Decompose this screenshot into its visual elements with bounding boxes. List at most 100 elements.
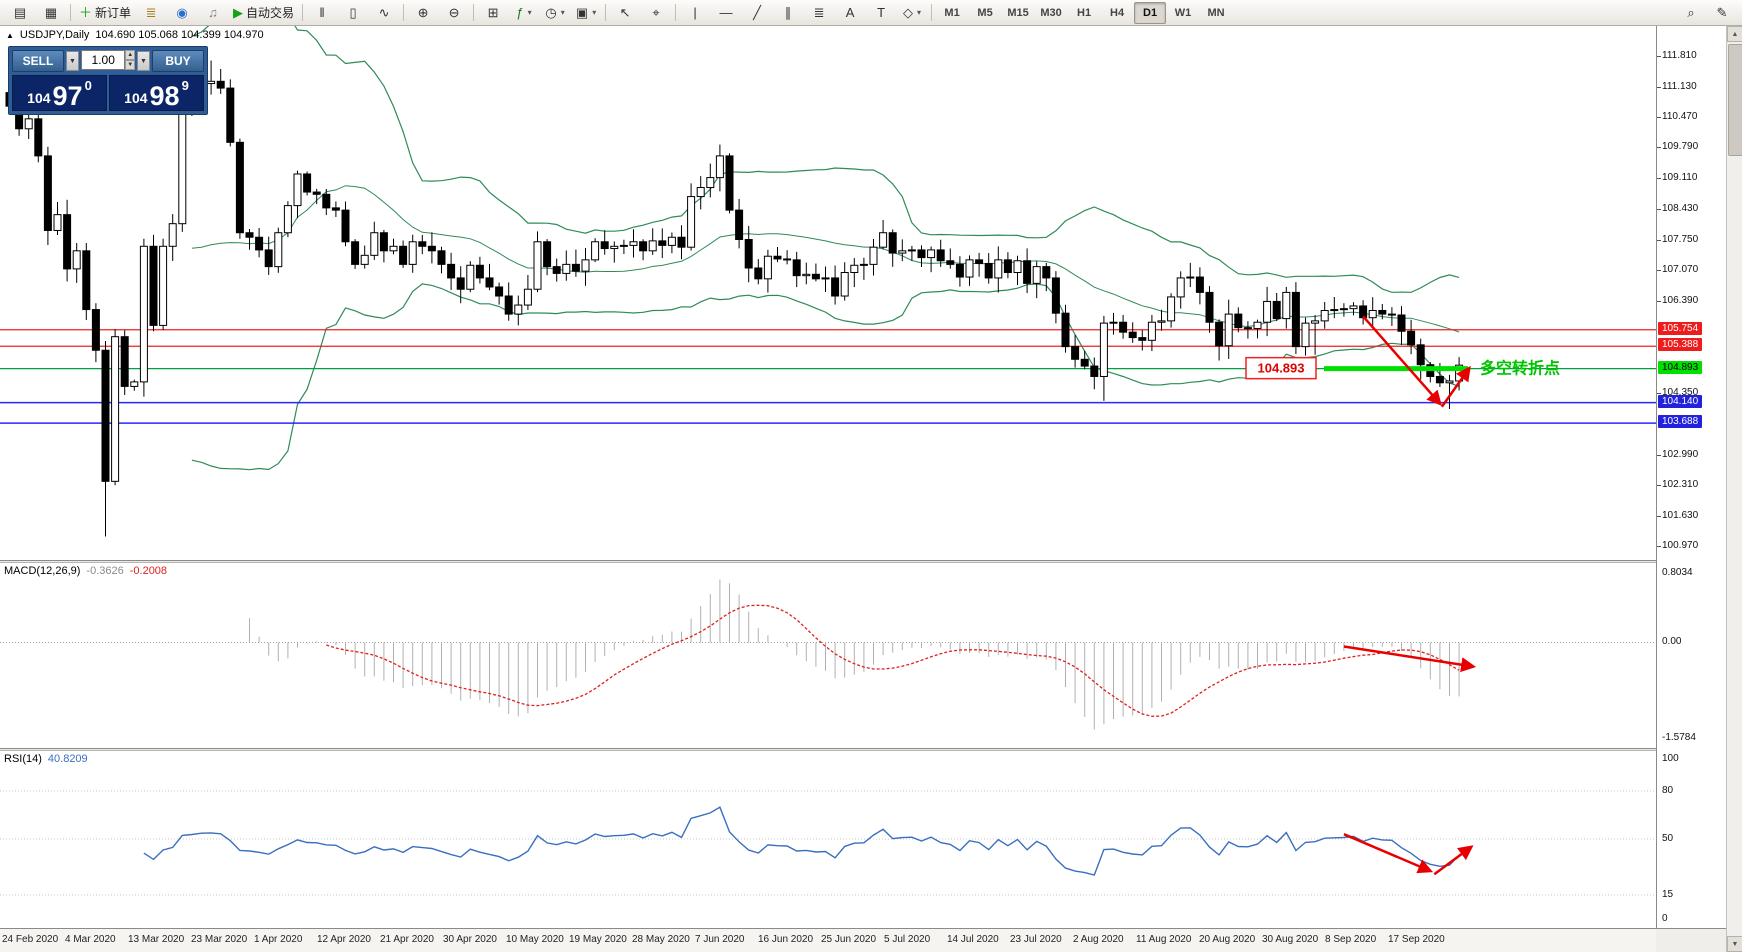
toolbar-separator xyxy=(605,4,607,21)
lot-decrease-button[interactable]: ▼ xyxy=(125,60,135,70)
time-axis[interactable]: 24 Feb 2020 4 Mar 2020 13 Mar 2020 23 Mar 2… xyxy=(0,928,1656,952)
profiles-icon: ▦ xyxy=(44,5,58,20)
price-chart-panel[interactable]: ▲ USDJPY,Daily 104.690 105.068 104.399 1… xyxy=(0,26,1656,560)
new-order-button-label: 新订单 xyxy=(95,6,132,20)
search-icon[interactable]: ⌕ xyxy=(1676,1,1706,25)
macd-signal-line xyxy=(326,604,1460,717)
trendline-icon[interactable]: ╱ xyxy=(742,1,772,25)
tile-windows-icon[interactable]: ⊞ xyxy=(478,1,508,25)
timeframe-H4-button[interactable]: H4 xyxy=(1110,6,1125,19)
profiles-icon[interactable]: ▦ xyxy=(36,1,66,25)
rsi-canvas[interactable] xyxy=(0,751,1656,928)
indicators-icon[interactable]: ƒ ▾ xyxy=(509,1,539,25)
fibonacci-icon: ≣ xyxy=(813,5,825,20)
annotations-layer: 104.893 多空转折点 xyxy=(1245,315,1560,408)
macd-panel[interactable]: MACD(12,26,9) -0.3626 -0.2008 xyxy=(0,563,1656,748)
axis-tick-mark xyxy=(1657,270,1661,271)
price-axis[interactable]: 111.810 111.130 110.470 109.790 109.110 108.4… xyxy=(1656,26,1726,928)
lot-increase-button[interactable]: ▲ xyxy=(125,50,135,60)
timeframe-MN-button[interactable]: MN xyxy=(1207,6,1225,19)
zoom-in-icon[interactable]: ⊕ xyxy=(408,1,438,25)
price-tick: 106.390 xyxy=(1662,295,1699,306)
toolbar: ▤ ▦ ＋新订单 ≣ ◉ ♫ ▶ 自动交易 ‖ ▯ ∿ ⊕ ⊖ ⊞ ƒ ▾ ◷ ▾ ▣ ▾ ↖ ⌖ | — ╱ ∥ ≣ A T ◇ ▾ M1 M… xyxy=(0,0,1742,26)
mql5-icon[interactable]: ◉ xyxy=(167,1,197,25)
zoom-in-icon: ⊕ xyxy=(417,5,429,20)
sell-button[interactable]: SELL xyxy=(12,50,64,72)
axis-tick-mark xyxy=(1657,87,1661,88)
buy-options-dropdown[interactable]: ▼ xyxy=(137,51,150,71)
buy-button[interactable]: BUY xyxy=(152,50,204,72)
lot-size-input[interactable] xyxy=(81,50,126,70)
cursor-icon[interactable]: ↖ xyxy=(610,1,640,25)
macd-canvas[interactable] xyxy=(0,563,1656,748)
candlestick-icon[interactable]: ▯ xyxy=(338,1,368,25)
text-icon[interactable]: A xyxy=(835,1,865,25)
toolbar-separator xyxy=(473,4,475,21)
pivot-cn-label: 多空转折点 xyxy=(1480,359,1560,378)
timeframe-M1-button[interactable]: M1 xyxy=(944,6,960,19)
new-order-button: ＋ xyxy=(79,5,93,20)
mql5-icon: ◉ xyxy=(176,5,188,20)
label-icon[interactable]: T xyxy=(866,1,896,25)
panel-splitter[interactable] xyxy=(0,748,1726,751)
date-tick: 2 Aug 2020 xyxy=(1073,934,1124,945)
one-click-collapse-toggle[interactable]: ▲ xyxy=(6,30,14,40)
date-tick: 13 Mar 2020 xyxy=(128,934,185,945)
rsi-line xyxy=(143,806,1460,876)
fibonacci-icon[interactable]: ≣ xyxy=(804,1,834,25)
macd-axis-top: 0.8034 xyxy=(1662,567,1693,578)
templates-icon[interactable]: ▣ ▾ xyxy=(571,1,601,25)
buy-price-display[interactable]: 104 98 9 xyxy=(109,75,204,111)
up-arrow-annotation xyxy=(1440,365,1471,408)
market-depth-icon[interactable]: ≣ xyxy=(136,1,166,25)
autotrading-button[interactable]: ▶ 自动交易 xyxy=(229,1,298,25)
horizontal-line-icon[interactable]: — xyxy=(711,1,741,25)
rsi-axis-label: 100 xyxy=(1662,753,1679,764)
price-tick: 102.310 xyxy=(1662,479,1699,490)
line-chart-icon[interactable]: ∿ xyxy=(369,1,399,25)
timeframe-D1-button[interactable]: D1 xyxy=(1134,1,1167,24)
zoom-out-icon[interactable]: ⊖ xyxy=(439,1,469,25)
date-tick: 4 Mar 2020 xyxy=(65,934,116,945)
timeframe-M15-button[interactable]: M15 xyxy=(1007,6,1029,19)
dropdown-arrow-icon: ▾ xyxy=(592,8,597,17)
date-tick: 7 Jun 2020 xyxy=(695,934,745,945)
sell-price-display[interactable]: 104 97 0 xyxy=(12,75,107,111)
toolbar-separator xyxy=(931,4,933,21)
shapes-icon[interactable]: ◇ ▾ xyxy=(897,1,927,25)
timeframe-M5-button[interactable]: M5 xyxy=(977,6,993,19)
timeframe-M30-button[interactable]: M30 xyxy=(1040,6,1062,19)
price-tick: 104.350 xyxy=(1662,387,1699,398)
bar-chart-icon[interactable]: ‖ xyxy=(307,1,337,25)
scroll-thumb[interactable] xyxy=(1728,44,1742,156)
rsi-panel[interactable]: RSI(14) 40.8209 xyxy=(0,751,1656,928)
price-tick: 107.070 xyxy=(1662,264,1699,275)
channel-icon[interactable]: ∥ xyxy=(773,1,803,25)
axis-tick-mark xyxy=(1657,209,1661,210)
vertical-scrollbar[interactable]: ▲ ▼ xyxy=(1726,26,1742,952)
scroll-down-button[interactable]: ▼ xyxy=(1727,936,1742,952)
scroll-up-button[interactable]: ▲ xyxy=(1727,26,1742,42)
rsi-axis-label: 80 xyxy=(1662,785,1674,796)
price-level-label: 103.688 xyxy=(1658,415,1703,428)
sound-icon[interactable]: ♫ xyxy=(198,1,228,25)
crosshair-icon[interactable]: ⌖ xyxy=(641,1,671,25)
new-order-button[interactable]: ＋新订单 xyxy=(75,1,135,25)
price-tick: 108.430 xyxy=(1662,203,1699,214)
timeframe-W1-button[interactable]: W1 xyxy=(1174,6,1192,19)
price-chart-canvas[interactable]: 104.893 多空转折点 xyxy=(0,26,1656,560)
panel-splitter[interactable] xyxy=(0,560,1726,563)
timeframe-H1-button[interactable]: H1 xyxy=(1077,6,1092,19)
price-level-label: 105.754 xyxy=(1658,322,1703,335)
channel-icon: ∥ xyxy=(784,5,792,20)
price-tick: 111.130 xyxy=(1662,81,1697,92)
new-chart-icon[interactable]: ▤ xyxy=(5,1,35,25)
axis-tick-mark xyxy=(1657,485,1661,486)
macd-histogram-layer xyxy=(249,579,1460,730)
zoom-out-icon: ⊖ xyxy=(448,5,460,20)
price-tick: 107.750 xyxy=(1662,234,1699,245)
edit-icon[interactable]: ✎ xyxy=(1707,1,1737,25)
periods-icon[interactable]: ◷ ▾ xyxy=(540,1,570,25)
vertical-line-icon[interactable]: | xyxy=(680,1,710,25)
sell-options-dropdown[interactable]: ▼ xyxy=(66,51,79,71)
